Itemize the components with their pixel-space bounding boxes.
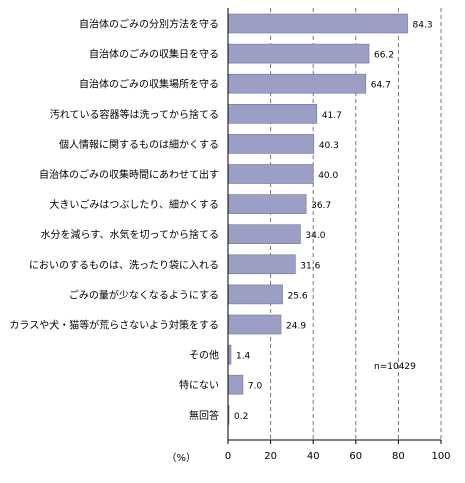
value-label: 24.9 <box>286 322 306 332</box>
category-label: その他 <box>189 349 219 362</box>
bars <box>227 13 408 425</box>
value-label: 25.6 <box>288 291 308 301</box>
sample-size-note: n=10429 <box>374 362 416 372</box>
value-label: 1.4 <box>236 352 251 362</box>
bar <box>227 13 408 34</box>
value-label: 66.2 <box>374 51 394 61</box>
value-label: 34.0 <box>305 231 325 241</box>
category-label: 大きいごみはつぶしたり、細かくする <box>49 198 219 211</box>
category-label: ごみの量が少なくなるようにする <box>69 288 219 301</box>
bar <box>227 134 315 154</box>
category-label: 無回答 <box>189 409 219 422</box>
value-labels: 84.3 66.2 64.7 41.7 40.3 40.0 36.7 34.0 31.6 25.6… <box>234 21 433 422</box>
value-label: 7.0 <box>248 382 263 392</box>
category-label: 水分を減らす、水気を切ってから捨てる <box>41 228 220 241</box>
x-tick-label: 80 <box>392 451 405 462</box>
bar <box>227 104 318 124</box>
category-label: 個人情報に関するものは細かくする <box>59 138 219 151</box>
value-label: 40.3 <box>319 141 339 151</box>
bar <box>227 284 283 305</box>
value-label: 84.3 <box>413 21 433 31</box>
x-tick-label: 0 <box>225 451 231 462</box>
bar <box>227 374 244 395</box>
category-label: においのするものは、洗ったり袋に入れる <box>29 258 219 271</box>
x-tick-label: 60 <box>349 451 362 462</box>
x-tick-label: 100 <box>431 451 450 462</box>
bar <box>227 314 282 335</box>
grid-lines <box>270 8 442 440</box>
category-label: 自治体のごみの収集日を守る <box>89 48 219 61</box>
value-label: 36.7 <box>311 201 331 211</box>
category-label: カラスや犬・猫等が荒らさないよう対策をする <box>9 319 219 332</box>
bar <box>227 73 367 94</box>
value-label: 31.6 <box>300 261 320 271</box>
x-axis: 0 20 40 60 80 100 <box>225 8 451 462</box>
value-label: 0.2 <box>234 412 248 422</box>
bar <box>227 164 314 184</box>
x-tick-label: 40 <box>307 451 320 462</box>
bar <box>227 224 301 244</box>
category-label: 自治体のごみの収集時間にあわせて出す <box>39 168 219 181</box>
x-tick-label: 20 <box>264 451 277 462</box>
bar <box>227 254 296 275</box>
category-label: 自治体のごみの収集場所を守る <box>79 78 219 91</box>
bar <box>227 43 370 64</box>
category-label: 自治体のごみの分別方法を守る <box>79 18 219 31</box>
value-label: 40.0 <box>318 171 338 181</box>
value-label: 41.7 <box>322 111 342 121</box>
category-label: 汚れている容器等は洗ってから捨てる <box>50 108 219 121</box>
category-labels: 自治体のごみの分別方法を守る自治体のごみの収集日を守る自治体のごみの収集場所を守… <box>9 18 219 422</box>
value-label: 64.7 <box>371 81 391 91</box>
unit-label: （%） <box>166 452 196 464</box>
bar <box>227 194 307 214</box>
category-label: 特にない <box>179 380 219 392</box>
